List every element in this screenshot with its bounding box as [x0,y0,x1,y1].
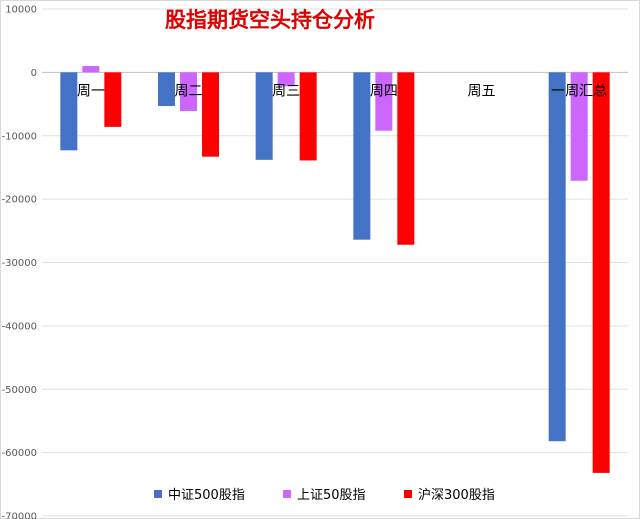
legend-swatch [404,490,412,498]
legend-label: 沪深300股指 [418,487,495,503]
y-tick-label: -60000 [2,448,37,459]
bar-3-2 [202,72,219,157]
bar-1-2 [158,72,175,106]
category-label: 周一 [77,83,105,99]
bar-2-4 [375,72,393,131]
bar-3-6 [592,72,610,473]
bars [60,66,610,473]
bar-3-1 [104,72,122,127]
y-tick-label: -50000 [2,385,37,396]
bar-2-6 [570,72,588,181]
y-tick-label: -10000 [2,131,37,142]
category-label: 一周汇总 [551,83,607,99]
y-tick-label: -40000 [2,321,37,332]
y-tick-label: -20000 [2,195,37,206]
chart-title: 股指期货空头持仓分析 [165,8,375,32]
legend-label: 上证50股指 [297,488,366,503]
y-tick-label: -70000 [2,512,37,519]
legend-swatch [283,490,291,498]
bar-2-3 [277,72,295,87]
category-label: 周二 [175,83,203,99]
legend-label: 中证500股指 [168,488,245,503]
gridlines [42,8,628,517]
legend: 中证500股指 上证50股指 沪深300股指 [154,487,495,503]
bar-1-6 [548,72,566,442]
category-label: 周五 [468,83,496,99]
bar-3-4 [397,72,415,245]
y-tick-label: 10000 [5,5,37,16]
legend-swatch [154,490,162,498]
bar-1-1 [60,72,78,151]
bar-2-1 [82,66,100,73]
category-label: 周四 [370,83,398,99]
bar-2-2 [180,72,197,112]
bar-1-4 [353,72,371,240]
category-labels: 周一 周二 周三 周四 周五 一周汇总 [77,83,607,99]
y-tick-label: 0 [31,68,37,79]
y-axis: 10000 0 -10000 -20000 -30000 -40000 -50000 -600… [2,5,37,519]
bar-3-3 [299,72,317,161]
y-tick-label: -30000 [2,258,37,269]
category-label: 周三 [272,83,300,99]
bar-1-3 [255,72,273,160]
